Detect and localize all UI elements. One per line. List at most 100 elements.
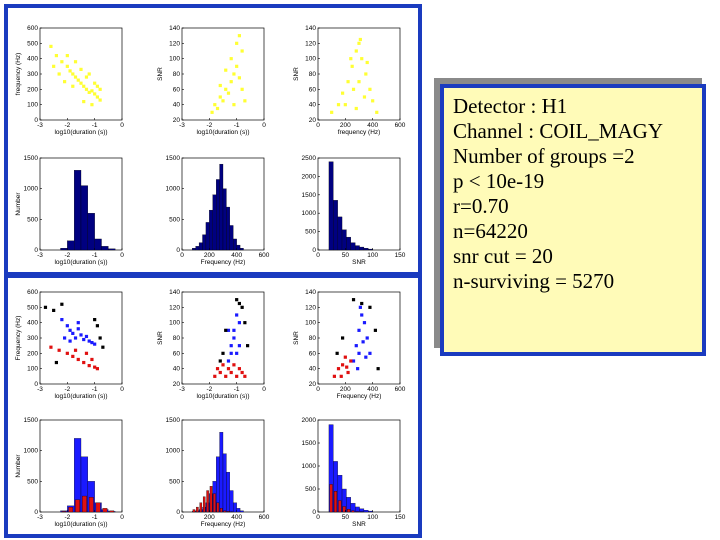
- histogram-bar: [74, 170, 82, 251]
- histogram-bar: [60, 248, 68, 251]
- info-snr-cut: snr cut = 20: [453, 244, 553, 268]
- x-tick-label: 0: [180, 514, 184, 521]
- histogram-bar: [202, 496, 206, 513]
- histogram-bar: [229, 225, 234, 251]
- histogram-bar: [68, 506, 74, 513]
- scatter-point: [82, 84, 86, 88]
- scatter-point: [82, 100, 86, 104]
- scatter-point: [335, 351, 339, 355]
- x-tick-label: 0: [120, 252, 124, 259]
- y-tick-label: 40: [309, 102, 317, 109]
- y-tick-label: 2500: [302, 155, 317, 162]
- scatter-point: [93, 342, 97, 346]
- y-tick-label: 100: [27, 102, 38, 109]
- scatter-point: [68, 328, 72, 332]
- scatter-point: [63, 80, 67, 84]
- x-tick-label: 400: [367, 122, 378, 129]
- scatter-point: [52, 64, 56, 68]
- histogram-bar: [102, 508, 108, 513]
- scatter-point: [71, 72, 75, 76]
- scatter-point: [237, 367, 241, 371]
- scatter-point: [65, 64, 69, 68]
- subplot-top-frequency-snr: 0 200 400 600 20 40 60 80 100 120 140 frequency (Hz…: [293, 25, 406, 136]
- x-tick-label: 0: [262, 386, 266, 393]
- scatter-point: [368, 351, 372, 355]
- x-tick-label: -1: [92, 386, 98, 393]
- y-tick-label: 300: [27, 71, 38, 78]
- scatter-point: [243, 321, 247, 325]
- x-tick-label: -2: [64, 514, 70, 521]
- scatter-point: [349, 57, 353, 61]
- x-tick-label: 50: [342, 514, 350, 521]
- scatter-point: [73, 336, 78, 340]
- y-tick-label: 120: [169, 304, 180, 311]
- subplot-bottom-frequency-hist: 0 200 400 600 0 500 1000 1500 Frequency (Hz): [166, 417, 270, 528]
- scatter-point: [357, 41, 361, 45]
- scatter-point: [79, 81, 83, 85]
- x-tick-label: 0: [120, 386, 124, 393]
- scatter-point: [339, 374, 343, 378]
- scatter-point: [346, 370, 350, 375]
- scatter-point: [90, 103, 94, 107]
- scatter-point: [49, 44, 53, 48]
- y-tick-label: 20: [309, 117, 317, 124]
- scatter-point: [215, 367, 220, 371]
- histogram-bar: [80, 185, 88, 251]
- histogram-bar: [359, 246, 365, 251]
- scatter-point: [98, 87, 102, 91]
- scatter-point: [213, 103, 217, 107]
- x-tick-label: -3: [179, 386, 185, 393]
- scatter-point: [60, 302, 64, 306]
- scatter-point: [375, 110, 379, 114]
- y-tick-label: 20: [173, 117, 181, 124]
- scatter-point: [371, 99, 375, 103]
- histogram-bar: [328, 161, 334, 251]
- x-tick-label: -2: [64, 386, 70, 393]
- y-tick-label: 1500: [302, 192, 317, 199]
- plot-frame: [181, 27, 265, 121]
- histogram-bar: [239, 510, 244, 513]
- scatter-point: [232, 363, 236, 367]
- scatter-point: [332, 374, 336, 378]
- histogram-bar: [368, 510, 373, 513]
- x-axis-label: Frequency (Hz): [337, 393, 382, 400]
- scatter-point: [95, 324, 99, 328]
- scatter-point: [351, 298, 356, 302]
- y-tick-label: 300: [27, 335, 38, 342]
- info-channel: Channel : COIL_MAGY: [453, 119, 663, 143]
- x-tick-label: 0: [120, 514, 124, 521]
- scatter-point: [368, 305, 372, 309]
- scatter-point: [235, 298, 239, 302]
- y-tick-label: 0: [34, 381, 38, 388]
- scatter-point: [90, 341, 94, 345]
- scatter-point: [224, 87, 228, 91]
- scatter-point: [98, 336, 102, 340]
- info-groups: Number of groups =2: [453, 144, 635, 168]
- scatter-point: [368, 87, 372, 91]
- scatter-point: [358, 37, 362, 42]
- histogram-bar: [338, 500, 342, 513]
- y-axis-label: SNR: [157, 67, 164, 81]
- scatter-point: [373, 328, 377, 332]
- scatter-point: [79, 333, 83, 337]
- x-tick-label: 200: [204, 514, 215, 521]
- y-tick-label: 1000: [166, 186, 181, 193]
- scatter-point: [57, 348, 61, 352]
- y-axis-label: SNR: [157, 331, 164, 345]
- histogram-bar: [333, 200, 338, 251]
- scatter-point: [237, 321, 241, 325]
- info-n: n=64220: [453, 219, 528, 243]
- histogram-bar: [233, 502, 237, 513]
- histogram-bar: [220, 508, 223, 513]
- histogram-bar: [333, 491, 338, 513]
- scatter-point: [73, 60, 78, 64]
- histogram-bar: [342, 506, 346, 513]
- histogram-bar: [202, 234, 207, 251]
- scatter-point: [98, 98, 102, 102]
- scatter-point: [84, 75, 89, 79]
- x-tick-label: 0: [316, 252, 320, 259]
- scatter-point: [240, 370, 244, 375]
- scatter-point: [235, 41, 239, 45]
- histogram-bar: [329, 484, 333, 513]
- histogram-bar: [337, 216, 343, 251]
